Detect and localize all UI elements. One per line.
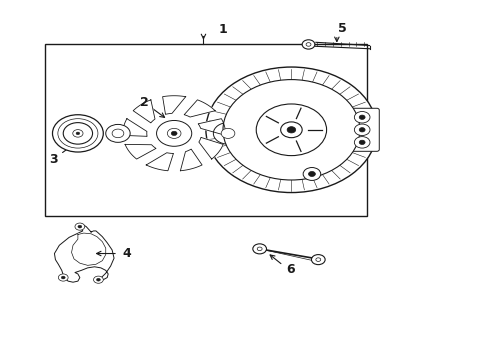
Circle shape [306, 42, 311, 46]
Circle shape [312, 255, 325, 265]
Circle shape [52, 115, 103, 152]
Circle shape [221, 129, 235, 138]
Circle shape [302, 40, 315, 49]
Circle shape [257, 247, 262, 251]
Circle shape [223, 80, 360, 180]
Circle shape [61, 276, 65, 279]
Circle shape [309, 171, 316, 176]
Circle shape [112, 129, 124, 138]
Circle shape [281, 122, 302, 138]
Circle shape [316, 258, 321, 261]
Text: 2: 2 [141, 96, 149, 109]
Circle shape [167, 129, 181, 138]
Circle shape [106, 125, 130, 142]
Circle shape [58, 274, 68, 281]
Circle shape [354, 136, 370, 148]
Polygon shape [123, 119, 147, 136]
Text: 1: 1 [219, 23, 227, 36]
Circle shape [75, 223, 85, 230]
Polygon shape [146, 153, 173, 171]
Bar [45, 44, 367, 216]
Circle shape [157, 121, 192, 146]
Polygon shape [163, 96, 186, 114]
Polygon shape [54, 224, 114, 282]
Circle shape [206, 67, 377, 193]
Circle shape [58, 119, 98, 148]
Circle shape [359, 140, 365, 144]
Text: 4: 4 [122, 247, 131, 260]
Circle shape [359, 115, 365, 120]
Text: 6: 6 [287, 263, 295, 276]
Circle shape [76, 132, 80, 135]
Circle shape [171, 131, 177, 135]
Circle shape [354, 124, 370, 135]
Circle shape [256, 104, 327, 156]
Circle shape [354, 112, 370, 123]
Circle shape [73, 130, 83, 137]
Text: 5: 5 [339, 22, 347, 35]
Circle shape [287, 127, 296, 133]
Circle shape [303, 167, 321, 180]
Polygon shape [180, 149, 202, 171]
Polygon shape [184, 100, 215, 117]
Polygon shape [199, 138, 223, 159]
Circle shape [78, 225, 82, 228]
Circle shape [253, 244, 267, 254]
Polygon shape [133, 100, 155, 123]
FancyBboxPatch shape [345, 108, 379, 151]
Circle shape [213, 123, 243, 144]
Polygon shape [198, 119, 225, 135]
Circle shape [359, 128, 365, 132]
Circle shape [63, 123, 93, 144]
Circle shape [94, 276, 103, 283]
Circle shape [97, 278, 100, 281]
Text: 3: 3 [49, 153, 58, 166]
Polygon shape [72, 233, 106, 265]
Polygon shape [125, 144, 156, 159]
